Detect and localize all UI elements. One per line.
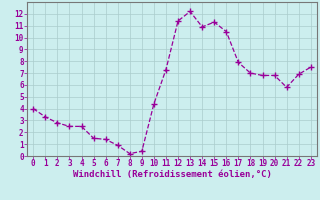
X-axis label: Windchill (Refroidissement éolien,°C): Windchill (Refroidissement éolien,°C) — [73, 170, 271, 179]
